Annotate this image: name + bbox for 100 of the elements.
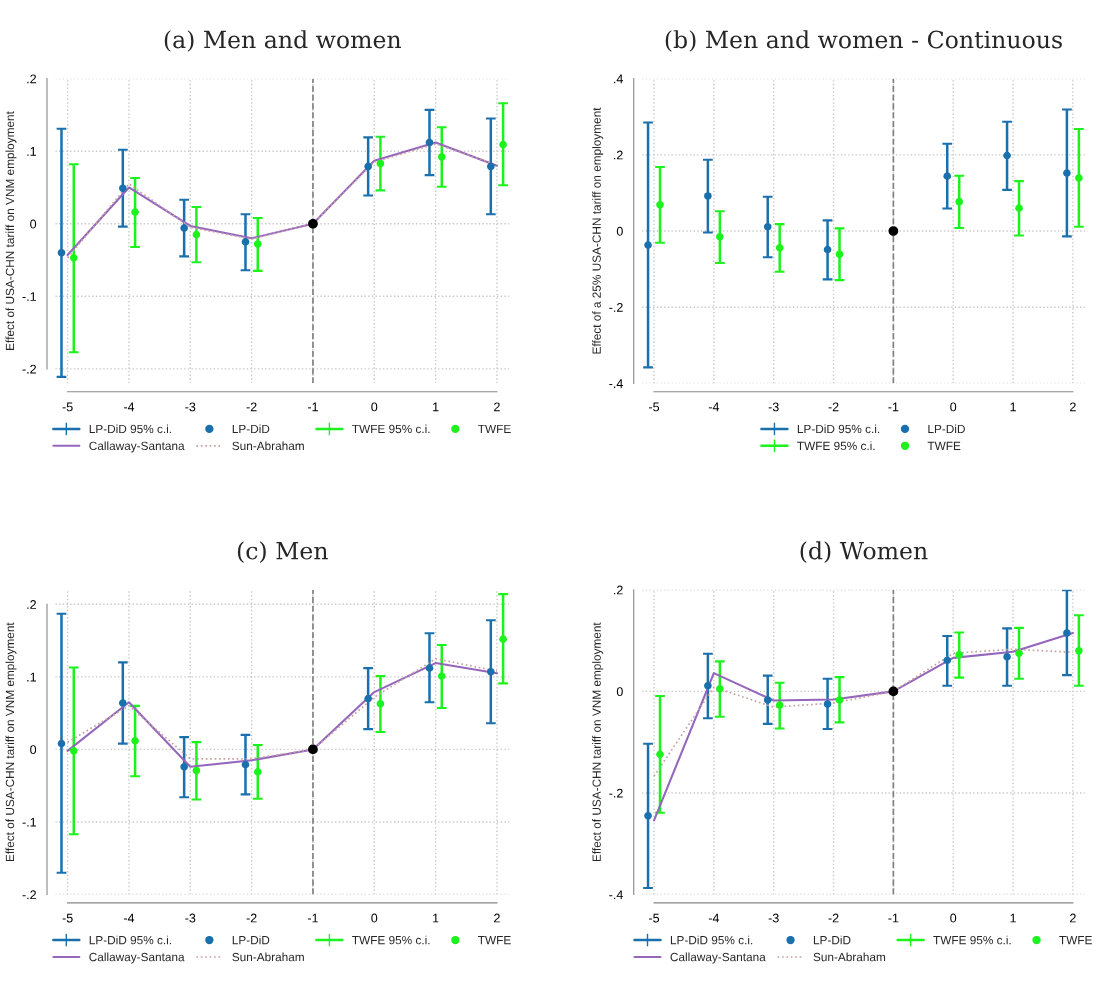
point [1003, 653, 1011, 661]
text: LP-DiD 95% c.i. [797, 424, 880, 434]
point [835, 250, 844, 259]
y-tick-label: .2 [27, 600, 36, 609]
point [716, 685, 724, 693]
y-tick-label: 0 [616, 226, 623, 236]
point [192, 230, 201, 239]
point [499, 635, 507, 643]
point [888, 226, 899, 236]
y-tick-label: -.2 [22, 890, 36, 900]
text: LP-DiD 95% c.i. [670, 935, 753, 945]
x-tick-label: 1 [1010, 402, 1016, 412]
point [308, 744, 318, 755]
x-tick-label: -3 [768, 402, 779, 412]
x-tick-label: -1 [888, 913, 899, 923]
legend-label: Sun-Abraham [813, 952, 886, 962]
x-tick-label: 2 [1070, 402, 1076, 412]
x-tick-label: -4 [708, 913, 720, 923]
x-tick-label: -3 [185, 402, 196, 412]
point [704, 681, 712, 690]
point [823, 700, 832, 708]
point [69, 254, 78, 262]
legend-label: Callaway-Santana [670, 952, 766, 964]
point [499, 140, 507, 149]
point [131, 208, 139, 216]
y-tick-label: .2 [614, 585, 623, 595]
legend-label: TWFE [927, 441, 961, 450]
x-tick-label: -4 [123, 913, 135, 923]
text: LP-DiD 95% c.i. [89, 424, 172, 434]
x-tick-label: -2 [246, 913, 257, 923]
point [763, 223, 772, 231]
x-tick-label: -4 [708, 402, 720, 412]
point [241, 760, 250, 769]
point [1063, 169, 1071, 177]
point [57, 248, 66, 257]
x-tick-label: 0 [371, 913, 378, 923]
x-tick-label: -1 [307, 402, 318, 412]
point [955, 650, 964, 659]
y-tick-label: -.4 [609, 890, 623, 900]
chart-title: (d) Women [800, 541, 928, 563]
legend-label: LP-DiD [232, 935, 270, 945]
chart-title: (a) Men and women [164, 30, 402, 52]
y-tick-label: -.2 [22, 364, 36, 374]
x-tick-label: 0 [371, 402, 378, 412]
point [943, 172, 952, 180]
y-tick-label: 0 [30, 219, 37, 229]
point [119, 699, 127, 707]
chart-title: (c) Men [237, 541, 328, 563]
x-tick-label: 0 [950, 402, 957, 412]
legend-label: Sun-Abraham [232, 441, 304, 451]
text: TWFE 95% c.i. [933, 935, 1011, 945]
legend-label: Sun-Abraham [232, 952, 304, 962]
y-axis-title: Effect of USA-CHN tariff on VNM employment [5, 622, 17, 862]
x-tick-label: 2 [1070, 913, 1076, 923]
point [180, 224, 188, 232]
legend-label: Callaway-Santana [89, 441, 185, 453]
x-tick-label: 0 [950, 913, 957, 923]
point [376, 699, 385, 708]
y-axis-title: Effect of USA-CHN tariff on VNM employment [592, 622, 604, 862]
point [656, 750, 664, 759]
x-tick-label: 2 [494, 402, 500, 412]
y-tick-label: .2 [614, 150, 623, 160]
x-tick-label: -2 [246, 402, 257, 412]
point [1015, 649, 1023, 658]
point [644, 241, 652, 249]
y-axis-title: Effect of a 25% USA-CHN tariff on employment [592, 107, 604, 354]
y-axis-title: Effect of USA-CHN tariff on VNM employment [5, 111, 17, 350]
point [308, 218, 318, 229]
text: TWFE 95% c.i. [352, 935, 430, 945]
point [1075, 646, 1083, 655]
y-tick-label: -.1 [22, 817, 36, 827]
point [437, 153, 446, 161]
x-tick-label: -2 [828, 913, 839, 923]
x-tick-label: -3 [185, 913, 196, 923]
point [487, 667, 495, 676]
x-tick-label: 2 [494, 913, 500, 923]
y-tick-label: -.1 [22, 292, 36, 301]
legend-label: TWFE [478, 936, 511, 945]
y-tick-label: .4 [614, 74, 623, 84]
point [487, 162, 495, 171]
point [69, 747, 78, 755]
y-tick-label: -.4 [609, 379, 623, 388]
text: LP-DiD 95% c.i. [89, 935, 172, 945]
point [955, 197, 964, 206]
legend-label: TWFE [1059, 936, 1092, 945]
point [704, 192, 712, 200]
point [943, 656, 952, 665]
point [364, 694, 372, 703]
x-tick-label: -2 [828, 402, 839, 412]
x-tick-label: -4 [123, 402, 135, 412]
point [775, 701, 784, 709]
point [376, 159, 385, 168]
line-series [652, 631, 1074, 822]
point [437, 672, 446, 680]
x-tick-label: -5 [62, 402, 73, 412]
point [180, 763, 188, 771]
point [763, 696, 772, 704]
point [716, 232, 724, 241]
y-tick-label: 0 [616, 687, 623, 697]
x-tick-label: -1 [307, 913, 318, 923]
